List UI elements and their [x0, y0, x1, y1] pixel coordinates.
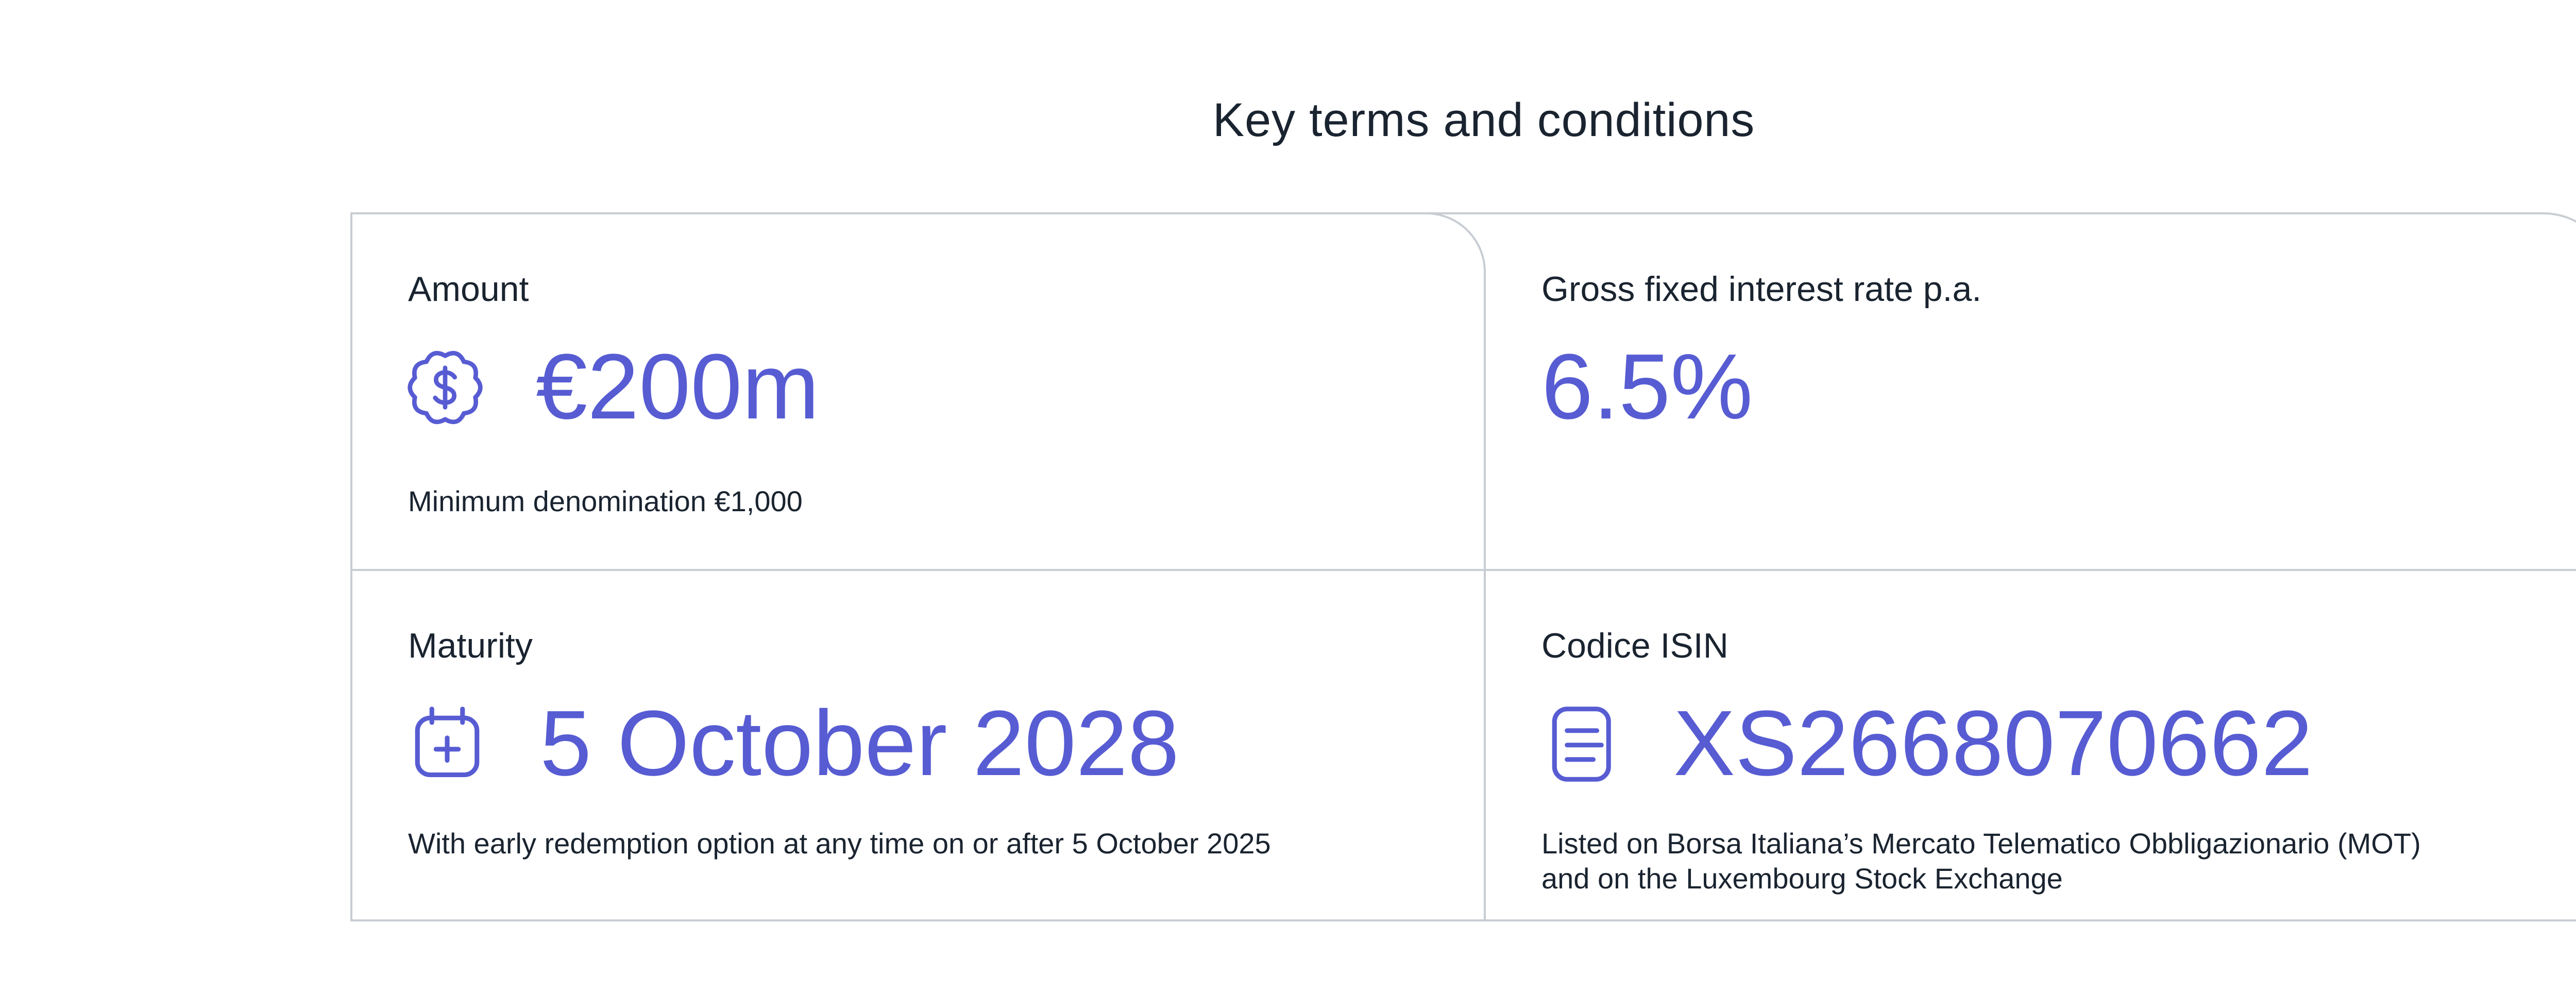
row-divider	[352, 569, 2576, 571]
card-maturity: Maturity 5 October 2028 With early redem…	[352, 571, 1484, 919]
terms-panel: Amount €200m Minimum denomination €1,000…	[350, 212, 2576, 921]
document-lines-icon	[1537, 701, 1624, 787]
column-divider	[1484, 270, 1486, 919]
maturity-footnote: With early redemption option at any time…	[408, 827, 1271, 860]
card-isin: Codice ISIN XS2668070662 Listed on Borsa…	[1486, 571, 2576, 919]
page-title: Key terms and conditions	[1212, 93, 1755, 146]
isin-footnote-line-1: Listed on Borsa Italiana’s Mercato Telem…	[1541, 827, 2421, 860]
amount-label: Amount	[408, 270, 529, 309]
interest-rate-value: 6.5%	[1541, 334, 1753, 439]
maturity-value: 5 October 2028	[540, 691, 1179, 796]
card-amount: Amount €200m Minimum denomination €1,000	[352, 214, 1484, 569]
amount-hero-row: €200m	[404, 334, 819, 441]
amount-value: €200m	[536, 334, 820, 439]
maturity-label: Maturity	[408, 627, 533, 666]
interest-rate-label: Gross fixed interest rate p.a.	[1541, 270, 1982, 309]
calendar-plus-icon	[404, 701, 490, 787]
dollar-badge-icon	[404, 346, 486, 429]
isin-value: XS2668070662	[1673, 691, 2313, 796]
amount-footnote: Minimum denomination €1,000	[408, 484, 803, 517]
isin-label: Codice ISIN	[1541, 627, 1728, 666]
isin-footnote-line-2: and on the Luxembourg Stock Exchange	[1541, 862, 2063, 895]
isin-hero-row: XS2668070662	[1537, 691, 2313, 798]
maturity-hero-row: 5 October 2028	[404, 691, 1179, 798]
card-interest-rate: Gross fixed interest rate p.a. 6.5%	[1486, 214, 2576, 569]
isin-footnote: Listed on Borsa Italiana’s Mercato Telem…	[1541, 827, 2421, 897]
interest-rate-hero-row: 6.5%	[1541, 334, 1753, 441]
